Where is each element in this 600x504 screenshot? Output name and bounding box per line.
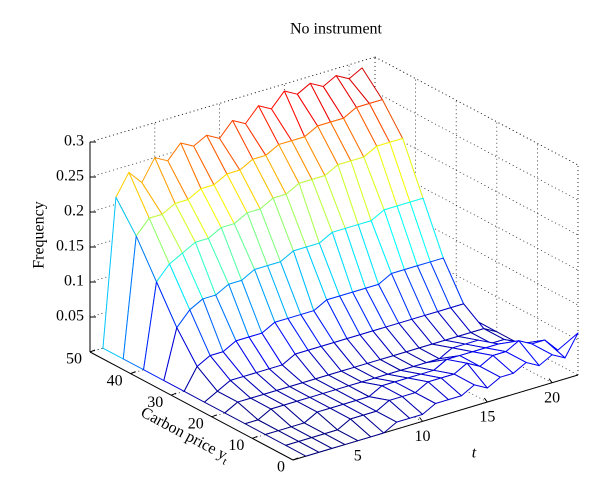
x-tick xyxy=(419,417,423,422)
y-tick xyxy=(211,414,217,418)
y-tick-label: 20 xyxy=(188,415,204,432)
y-tick-label: 30 xyxy=(147,394,163,411)
y-axis xyxy=(89,351,294,461)
y-tick xyxy=(171,392,177,396)
x-tick-label: 5 xyxy=(354,447,362,464)
y-tick-label: 0 xyxy=(277,459,285,476)
y-tick-label: 50 xyxy=(66,351,82,368)
z-tick-label: 0.25 xyxy=(56,168,84,185)
y-axis-label-subscript: t xyxy=(221,455,229,467)
z-axis-label: Frequency xyxy=(31,201,48,269)
y-tick xyxy=(252,435,258,439)
z-tick-label: 0.15 xyxy=(56,238,84,255)
y-tick xyxy=(130,371,136,375)
x-axis-label: t xyxy=(472,445,477,462)
z-tick-label: 0.3 xyxy=(64,133,84,150)
z-tick-label: 0.1 xyxy=(64,273,84,290)
y-tick xyxy=(89,349,96,353)
chart-title: No instrument xyxy=(290,21,383,38)
x-tick-label: 20 xyxy=(544,389,560,406)
y-tick-label: 40 xyxy=(107,372,123,389)
z-tick-label: 0.05 xyxy=(56,308,84,325)
x-tick-label: 10 xyxy=(415,428,431,445)
y-axis-label: Carbon price yt xyxy=(137,404,233,468)
y-tick-label: 10 xyxy=(228,437,244,454)
y-axis-label-text: Carbon price y xyxy=(138,404,230,464)
x-tick xyxy=(548,378,553,384)
x-tick xyxy=(483,397,488,403)
mesh-cell xyxy=(285,440,320,457)
x-tick-label: 15 xyxy=(479,409,495,426)
z-tick-label: 0.2 xyxy=(64,203,84,220)
grid-line xyxy=(89,56,376,143)
